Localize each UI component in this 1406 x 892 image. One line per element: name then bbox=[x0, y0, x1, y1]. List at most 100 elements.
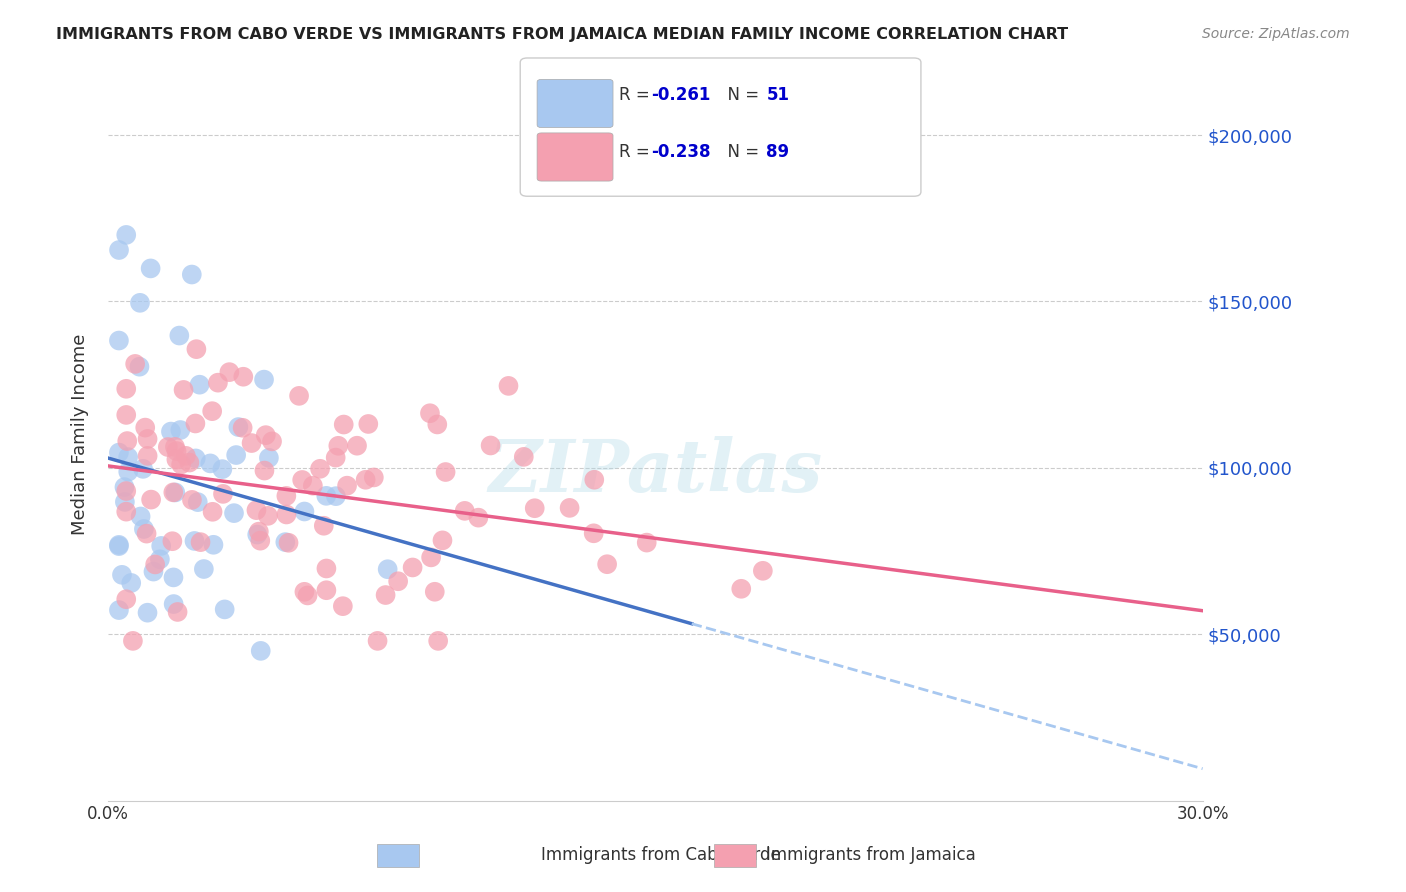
Text: N =: N = bbox=[717, 143, 765, 161]
Point bbox=[187, 495, 209, 509]
Point bbox=[377, 562, 399, 576]
Text: Immigrants from Jamaica: Immigrants from Jamaica bbox=[766, 847, 976, 864]
Point bbox=[498, 379, 520, 393]
Point bbox=[583, 473, 606, 487]
Point bbox=[328, 439, 350, 453]
Point bbox=[162, 570, 184, 584]
Point bbox=[136, 606, 159, 620]
Point bbox=[315, 561, 337, 575]
Point bbox=[277, 535, 299, 549]
Point bbox=[136, 432, 159, 446]
Point bbox=[276, 489, 298, 503]
Point bbox=[730, 582, 752, 596]
Point bbox=[117, 450, 139, 464]
Point bbox=[260, 434, 283, 449]
Point bbox=[114, 480, 136, 494]
Point bbox=[523, 501, 546, 516]
Point bbox=[297, 589, 319, 603]
Point bbox=[115, 505, 138, 519]
Point bbox=[139, 492, 162, 507]
Point bbox=[142, 565, 165, 579]
Point bbox=[254, 428, 277, 442]
Point bbox=[193, 562, 215, 576]
Point bbox=[184, 451, 207, 466]
Point bbox=[432, 533, 454, 548]
Point bbox=[257, 450, 280, 465]
Point bbox=[180, 268, 202, 282]
Text: -0.261: -0.261 bbox=[651, 87, 710, 104]
Text: 51: 51 bbox=[766, 87, 789, 104]
Text: Source: ZipAtlas.com: Source: ZipAtlas.com bbox=[1202, 27, 1350, 41]
Point bbox=[181, 492, 204, 507]
Point bbox=[636, 535, 658, 549]
Point bbox=[467, 510, 489, 524]
Point bbox=[240, 436, 263, 450]
Point bbox=[214, 602, 236, 616]
Point bbox=[139, 261, 162, 276]
Point bbox=[249, 644, 271, 658]
Point bbox=[212, 487, 235, 501]
Point bbox=[108, 603, 131, 617]
Point bbox=[156, 440, 179, 454]
Point bbox=[427, 633, 450, 648]
Point bbox=[163, 597, 186, 611]
Point bbox=[426, 417, 449, 432]
Point bbox=[115, 227, 138, 242]
Point bbox=[132, 522, 155, 536]
Point bbox=[332, 417, 354, 432]
Point bbox=[374, 588, 396, 602]
Text: R =: R = bbox=[619, 87, 655, 104]
Point bbox=[253, 373, 276, 387]
Text: IMMIGRANTS FROM CABO VERDE VS IMMIGRANTS FROM JAMAICA MEDIAN FAMILY INCOME CORRE: IMMIGRANTS FROM CABO VERDE VS IMMIGRANTS… bbox=[56, 27, 1069, 42]
Point bbox=[225, 448, 247, 462]
Text: Immigrants from Cabo Verde: Immigrants from Cabo Verde bbox=[541, 847, 782, 864]
Text: 89: 89 bbox=[766, 143, 789, 161]
Point bbox=[165, 452, 187, 467]
Point bbox=[354, 473, 377, 487]
Point bbox=[134, 420, 156, 434]
Point bbox=[162, 485, 184, 500]
Point bbox=[332, 599, 354, 614]
Point bbox=[401, 560, 423, 574]
Point bbox=[108, 539, 131, 553]
Point bbox=[420, 550, 443, 565]
Point bbox=[249, 533, 271, 548]
Point bbox=[115, 382, 138, 396]
Point bbox=[174, 449, 197, 463]
Point bbox=[124, 357, 146, 371]
Point bbox=[128, 359, 150, 374]
Point bbox=[166, 444, 188, 458]
Point bbox=[752, 564, 775, 578]
Point bbox=[387, 574, 409, 589]
Point bbox=[201, 404, 224, 418]
Point bbox=[120, 576, 142, 591]
Text: ZIPatlas: ZIPatlas bbox=[488, 435, 823, 507]
Point bbox=[136, 449, 159, 463]
Text: -0.238: -0.238 bbox=[651, 143, 710, 161]
Point bbox=[596, 558, 619, 572]
Point bbox=[122, 633, 145, 648]
Point bbox=[132, 462, 155, 476]
Point bbox=[276, 508, 298, 522]
Point bbox=[115, 408, 138, 422]
Point bbox=[218, 365, 240, 379]
Point bbox=[228, 420, 250, 434]
Point bbox=[166, 605, 188, 619]
Point bbox=[274, 535, 297, 549]
Point bbox=[135, 526, 157, 541]
Point bbox=[108, 243, 131, 257]
Point bbox=[325, 489, 347, 503]
Point bbox=[211, 462, 233, 476]
Point bbox=[346, 439, 368, 453]
Point bbox=[513, 450, 536, 464]
Point bbox=[114, 495, 136, 509]
Text: N =: N = bbox=[717, 87, 765, 104]
Point bbox=[188, 377, 211, 392]
Point bbox=[201, 505, 224, 519]
Point bbox=[108, 538, 131, 552]
Point bbox=[232, 421, 254, 435]
Point bbox=[149, 552, 172, 566]
Point bbox=[183, 533, 205, 548]
Point bbox=[312, 518, 335, 533]
Point bbox=[184, 417, 207, 431]
